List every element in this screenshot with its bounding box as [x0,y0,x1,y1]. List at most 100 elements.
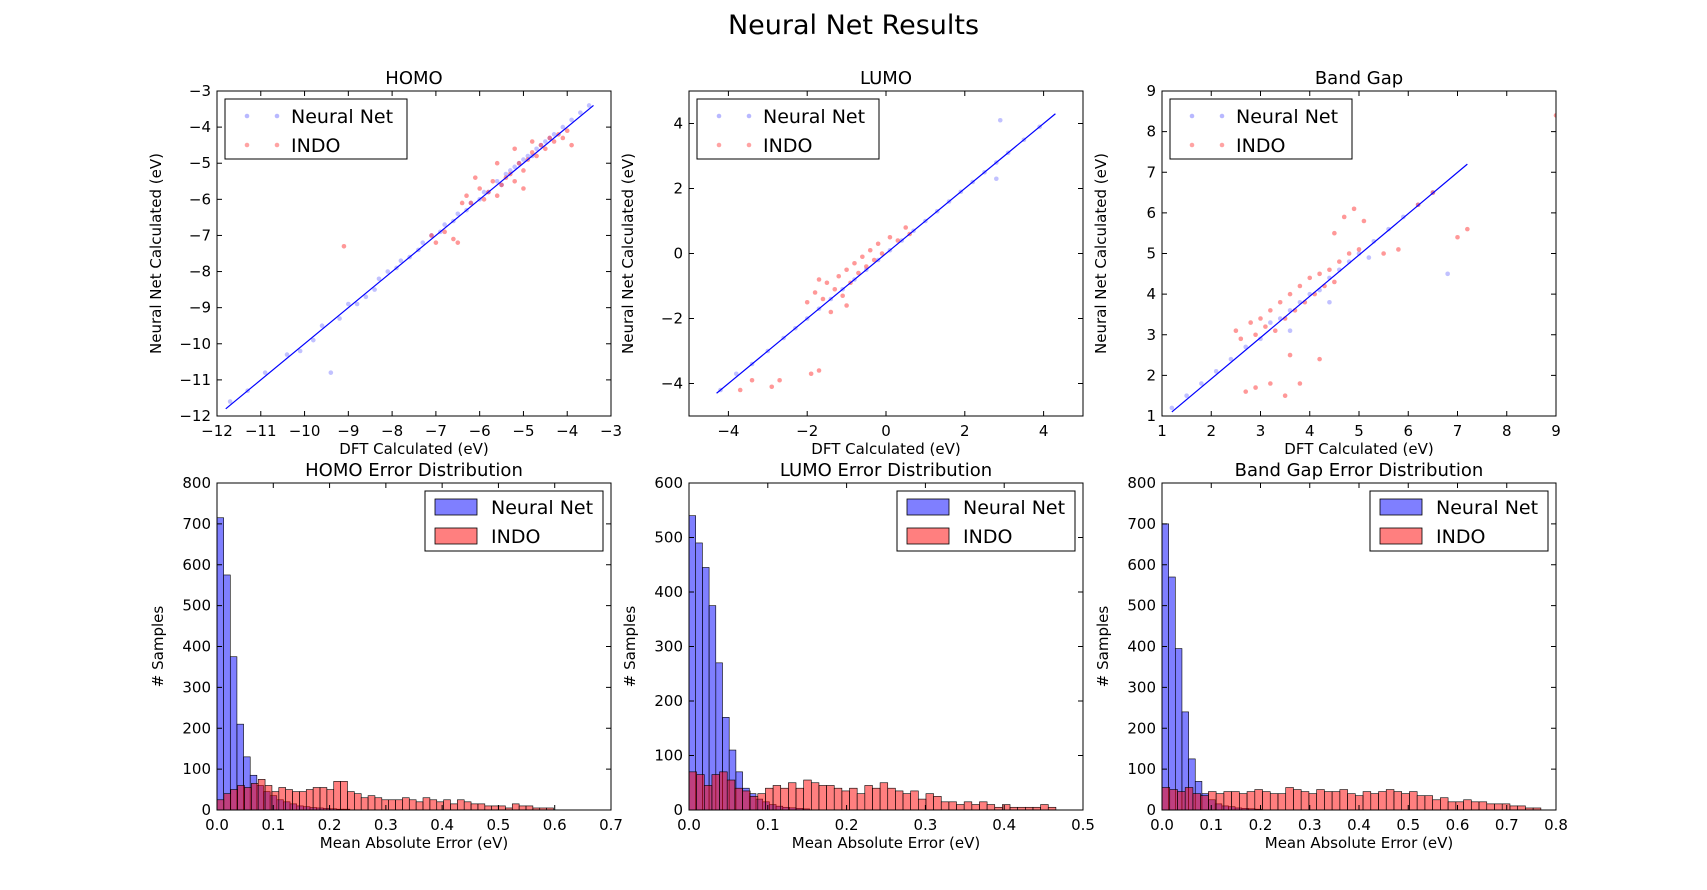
lumo-hist-bar-indo-2 [703,785,713,810]
homo-hist-bar-indo-37 [470,803,479,810]
lumo-scatter-point-indo-4 [816,368,822,373]
gap-hist-bar-indo-5 [1200,795,1209,810]
lumo-scatter-xtick-label-2: 0 [881,422,891,440]
homo-scatter-legend-marker-1a [244,142,250,148]
lumo-hist-bar-indo-36 [963,801,973,810]
lumo-hist-bar-indo-28 [902,793,911,810]
homo-scatter-xtick-label-6: −6 [469,422,491,440]
gap-scatter-point-indo-27 [1337,259,1342,264]
gap-hist-bar-indo-23 [1339,789,1348,810]
lumo-scatter-point-indo-6 [804,299,810,305]
gap-scatter-point-indo-21 [1307,275,1313,281]
lumo-hist-bar-indo-13 [788,782,797,810]
lumo-scatter-point-indo-16 [856,270,861,276]
lumo-hist-xtick-label-5: 0.5 [1071,816,1095,834]
homo-scatter-point-indo-13 [494,193,500,199]
lumo-hist-bar-indo-5 [726,779,736,810]
homo-scatter-xtick-label-1: −11 [245,422,277,440]
gap-scatter-point-indo-8 [1238,336,1244,342]
homo-hist-xtick-label-6: 0.6 [543,816,567,834]
homo-scatter-point-indo-34 [472,175,478,180]
homo-hist-bar-indo-24 [381,799,389,810]
homo-hist-bar-indo-38 [477,803,486,810]
lumo-hist-legend: Neural Net INDO [896,490,1076,552]
homo-hist-ytick-label-7: 700 [182,515,211,533]
homo-hist-bar-indo-45 [525,805,534,810]
gap-hist-bar-nn-1 [1168,576,1176,810]
lumo-scatter-point-indo-15 [852,260,857,266]
lumo-scatter-point-indo-13 [844,267,849,273]
gap-scatter-legend-marker-0b [1219,113,1225,119]
homo-hist-legend-swatch-0 [434,498,478,516]
gap-hist-ytick-label-3: 300 [1127,678,1156,696]
homo-scatter-ytick-label-3: −9 [189,299,211,317]
gap-scatter-point-nn-23 [1327,299,1332,305]
lumo-scatter-title: LUMO [860,68,912,89]
homo-hist-bar-indo-14 [312,787,321,810]
gap-scatter-point-indo-4 [1287,352,1293,358]
homo-scatter-xtick-label-3: −9 [337,422,359,440]
homo-hist-bar-indo-21 [360,797,369,810]
lumo-scatter-plot-area [716,113,1056,394]
homo-scatter-point-indo-31 [494,160,500,166]
lumo-hist-bar-indo-31 [925,793,934,810]
gap-scatter-legend-label-1: INDO [1236,135,1285,157]
lumo-hist-plot-area [689,515,1057,810]
homo-scatter-xtick-label-0: −12 [201,422,233,440]
lumo-scatter-legend-marker-1a [716,142,722,148]
gap-scatter-point-indo-15 [1277,299,1283,305]
gap-scatter-xlabel: DFT Calculated (eV) [1284,440,1433,458]
homo-hist-xtick-label-4: 0.4 [430,816,454,834]
homo-hist-bar-indo-28 [408,799,417,810]
gap-hist-ytick-label-0: 0 [1146,801,1156,819]
homo-hist-ytick-label-0: 0 [201,801,211,819]
homo-scatter-legend-marker-1b [274,142,280,148]
homo-hist-ytick-label-6: 600 [182,556,211,574]
homo-scatter-point-indo-1 [429,233,434,238]
gap-hist-xtick-label-0: 0.0 [1150,816,1174,834]
homo-hist-title: HOMO Error Distribution [305,460,523,481]
lumo-hist-ytick-label-0: 0 [673,801,683,819]
homo-scatter-point-nn-19 [420,240,426,245]
gap-hist-bar-indo-17 [1293,789,1302,810]
lumo-scatter-point-indo-18 [864,264,869,269]
homo-scatter-point-indo-18 [516,160,522,166]
gap-scatter-point-indo-1 [1253,385,1258,390]
gap-hist-bar-indo-35 [1432,799,1441,810]
lumo-scatter-xtick-label-4: 4 [1039,422,1049,440]
homo-scatter-xtick-label-8: −4 [556,422,578,440]
gap-scatter-legend: Neural Net INDO [1169,98,1353,160]
homo-scatter-point-indo-21 [529,150,535,155]
homo-scatter-legend-marker-0b [274,113,280,119]
gap-hist-bar-nn-2 [1174,648,1183,810]
gap-hist-ylabel: # Samples [1094,606,1112,688]
homo-scatter-point-indo-2 [433,240,439,245]
lumo-hist-bar-indo-1 [696,774,705,810]
lumo-scatter-ylabel: Neural Net Calculated (eV) [619,153,637,354]
gap-scatter-point-nn-7 [1268,320,1273,325]
gap-hist-legend-swatch-1 [1379,527,1423,545]
gap-scatter-point-indo-40 [1553,113,1556,118]
lumo-scatter-legend-label-1: INDO [763,135,812,157]
homo-scatter-ylabel: Neural Net Calculated (eV) [147,153,165,354]
homo-hist-bar-indo-25 [388,799,396,810]
lumo-scatter-point-nn-1 [733,371,739,377]
gap-scatter-point-indo-12 [1263,324,1268,329]
homo-scatter-point-nn-28 [481,189,487,195]
gap-scatter-ytick-label-3: 4 [1146,285,1156,303]
homo-scatter-point-indo-0 [341,243,347,249]
gap-scatter-point-indo-35 [1396,247,1401,252]
lumo-scatter-legend-box [696,98,880,160]
lumo-scatter-ytick-label-2: 0 [673,245,683,263]
lumo-hist-bar-indo-37 [971,804,980,810]
lumo-scatter-point-indo-29 [844,303,849,308]
lumo-hist-panel: 0.0 0.1 0.2 0.3 0.4 0.5 0 100 200 300 400 500 600 LUM… [621,460,1095,852]
lumo-hist-bar-indo-24 [872,787,881,810]
lumo-scatter-point-indo-17 [860,254,865,260]
homo-hist-bar-indo-0 [217,799,225,810]
homo-scatter-point-nn-2 [262,370,268,375]
homo-hist-bar-indo-20 [354,793,362,810]
gap-scatter-point-indo-23 [1317,271,1322,277]
gap-hist-bar-indo-0 [1162,787,1171,810]
homo-hist-ytick-label-8: 800 [182,474,211,492]
